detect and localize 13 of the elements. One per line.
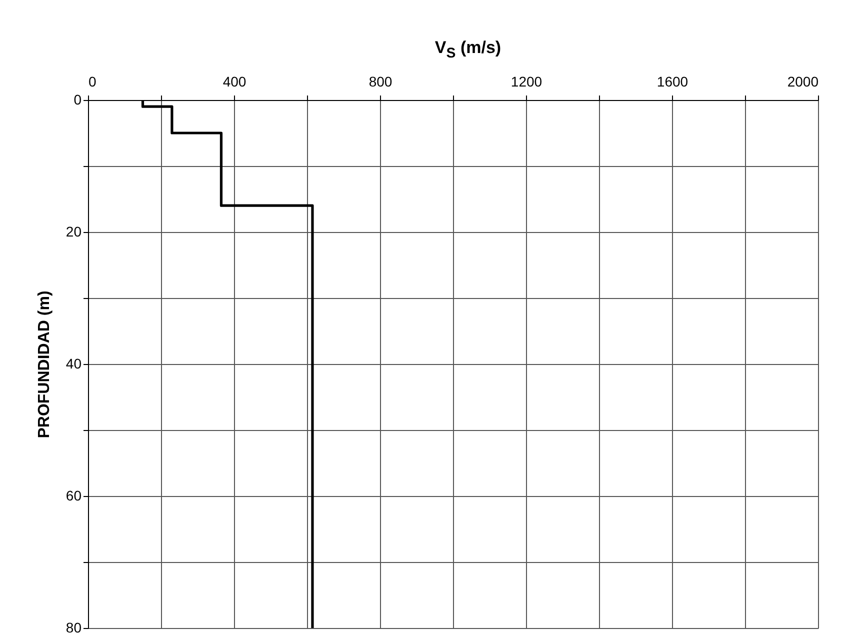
x-tick-label: 1600: [656, 74, 688, 90]
y-tick-label: 40: [66, 356, 82, 372]
y-tick-label: 20: [66, 224, 82, 240]
y-tick-label: 0: [74, 92, 82, 108]
y-tick-label: 80: [66, 620, 82, 636]
x-tick-label: 800: [368, 74, 392, 90]
y-tick-label: 60: [66, 488, 82, 504]
x-axis-title: V$_{S}$ (m/s): [434, 38, 502, 62]
x-tick-label: 1200: [510, 74, 542, 90]
y-axis-title: PROFUNDIDAD (m): [36, 290, 53, 438]
x-tick-label: 400: [222, 74, 246, 90]
x-tick-label: 2000: [787, 74, 819, 90]
x-tick-label: 0: [88, 74, 96, 90]
